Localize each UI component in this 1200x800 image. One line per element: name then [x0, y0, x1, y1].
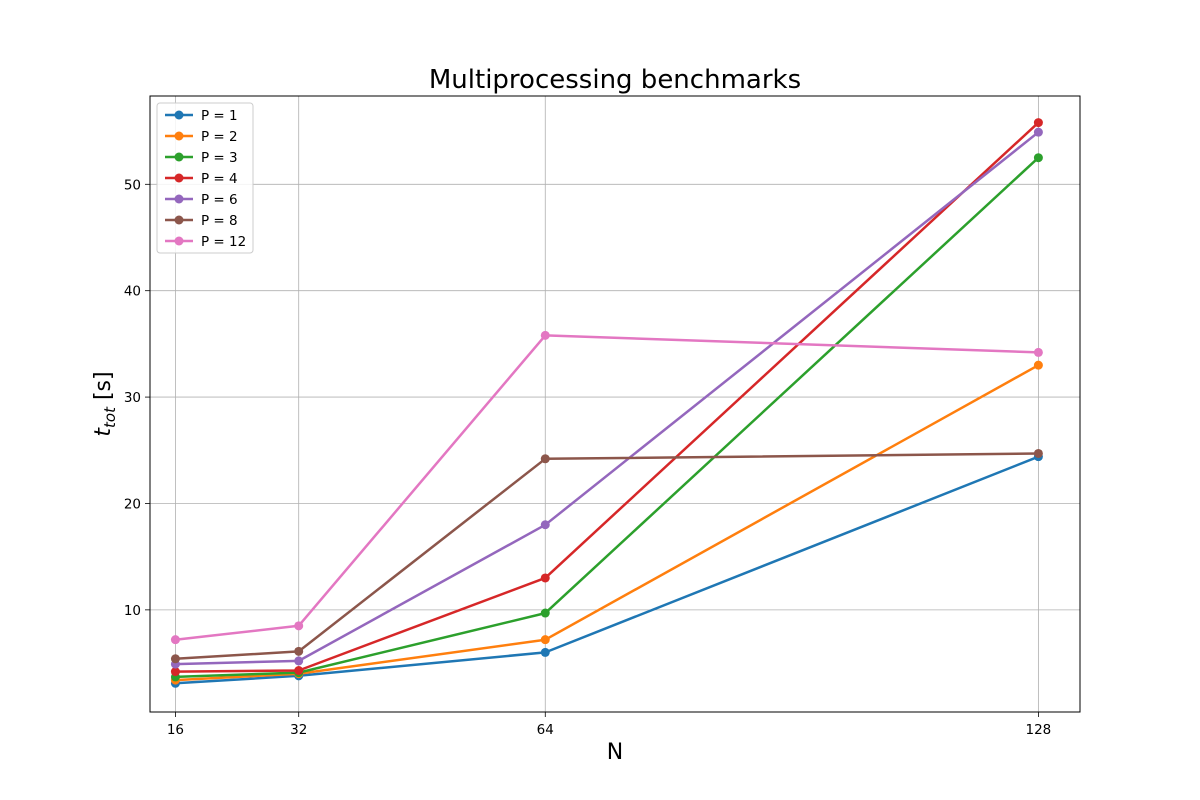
x-tick-label: 128 — [1026, 722, 1052, 738]
data-point — [1033, 153, 1043, 163]
chart-title: Multiprocessing benchmarks — [429, 65, 801, 95]
legend-label: P = 1 — [201, 108, 238, 124]
data-point — [294, 666, 304, 676]
legend-item: P = 3 — [165, 150, 238, 166]
data-point — [294, 656, 304, 666]
series-line — [175, 452, 1039, 661]
data-point — [540, 608, 550, 618]
x-axis-label: N — [607, 740, 623, 765]
data-point — [1033, 127, 1043, 137]
legend-swatch-marker — [174, 173, 184, 183]
legend-swatch-marker — [174, 194, 184, 204]
data-point — [540, 647, 550, 657]
series-line — [175, 455, 1039, 685]
data-point — [540, 330, 550, 340]
data-series — [170, 118, 1043, 688]
legend-label: P = 12 — [201, 234, 246, 250]
legend-label: P = 3 — [201, 150, 238, 166]
axis-ticks: 16 32 64 128 10 20 30 40 50 — [124, 177, 1051, 738]
y-tick-label: 40 — [124, 284, 141, 300]
legend-swatch-marker — [174, 152, 184, 162]
y-axis-label: ttot [s] — [91, 371, 119, 436]
data-point — [540, 520, 550, 530]
data-point — [1033, 448, 1043, 458]
x-tick-label: 32 — [290, 722, 307, 738]
series-line — [175, 364, 1040, 682]
data-point — [294, 621, 304, 631]
x-tick-label: 64 — [537, 722, 554, 738]
grid-lines — [150, 96, 1080, 712]
data-point — [170, 667, 180, 677]
data-point — [1033, 360, 1043, 370]
y-axis-label-main: t — [91, 427, 116, 437]
data-point — [294, 646, 304, 656]
legend-item: P = 1 — [165, 108, 238, 124]
series-group — [170, 448, 1043, 664]
data-point — [540, 635, 550, 645]
legend-box — [156, 102, 254, 254]
plot-area-frame — [149, 95, 1081, 713]
legend-item: P = 12 — [165, 234, 246, 250]
data-point — [1033, 347, 1043, 357]
y-tick-label: 10 — [124, 603, 141, 619]
y-axis-label-unit: [s] — [91, 371, 116, 407]
legend-label: P = 8 — [201, 213, 238, 229]
y-tick-label: 30 — [124, 390, 141, 406]
legend-item: P = 8 — [165, 213, 238, 229]
data-point — [1033, 118, 1043, 128]
data-point — [170, 654, 180, 664]
x-tick-label: 16 — [167, 722, 184, 738]
legend-item: P = 4 — [165, 171, 238, 187]
legend-swatch-marker — [174, 131, 184, 141]
legend-item: P = 2 — [165, 129, 238, 145]
series-group — [170, 118, 1043, 677]
legend-swatch-marker — [174, 236, 184, 246]
legend: P = 1 P = 2 P = 3 P = 4 P = 6 P = 8 P = 12 — [156, 102, 254, 254]
y-tick-label: 20 — [124, 496, 141, 512]
y-axis-label-sub: tot — [101, 406, 119, 428]
legend-label: P = 6 — [201, 192, 238, 208]
series-group — [170, 330, 1043, 645]
legend-item: P = 6 — [165, 192, 238, 208]
legend-label: P = 2 — [201, 129, 238, 145]
data-point — [540, 454, 550, 464]
legend-label: P = 4 — [201, 171, 238, 187]
series-group — [170, 127, 1043, 669]
series-line — [175, 121, 1040, 673]
series-line — [175, 156, 1040, 679]
data-point — [170, 635, 180, 645]
legend-swatch-marker — [174, 215, 184, 225]
y-tick-label: 50 — [124, 177, 141, 193]
legend-swatch-marker — [174, 110, 184, 120]
data-point — [540, 573, 550, 583]
series-line — [175, 131, 1040, 666]
series-line — [175, 334, 1039, 641]
